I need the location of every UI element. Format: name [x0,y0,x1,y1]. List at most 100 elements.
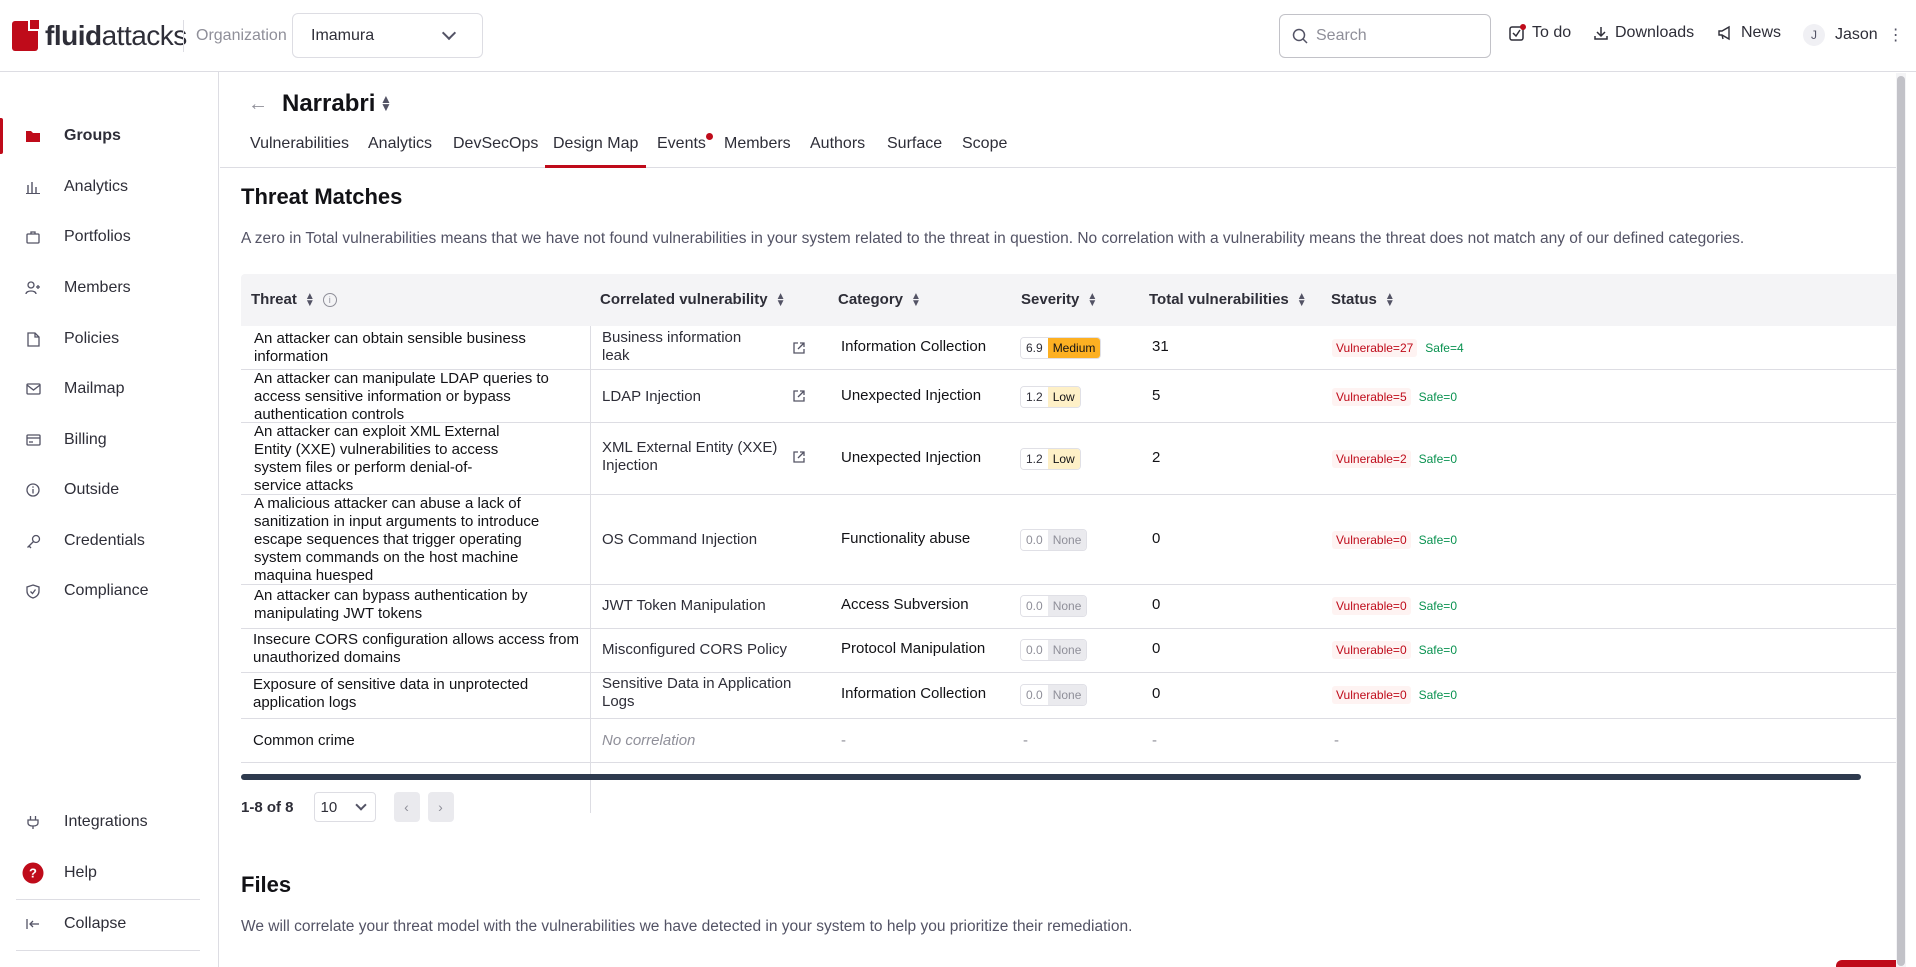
sidebar-item-credentials[interactable]: Credentials [0,521,218,561]
total-vulnerabilities-cell: - [1152,732,1157,749]
previous-page-button[interactable]: ‹ [393,792,420,822]
sort-icon: ▲ ▼ [775,290,786,309]
status-badge: Vulnerable=0 Safe=0 [1332,597,1457,615]
sidebar-item-billing[interactable]: Billing [0,420,218,460]
back-arrow-icon[interactable]: ← [248,93,268,115]
sidebar-item-help[interactable]: ? Help [0,853,218,893]
divider [590,326,591,813]
column-header-total-vulnerabilities[interactable]: Total vulnerabilities ▲ ▼ [1149,290,1307,309]
tab-analytics[interactable]: Analytics [368,135,433,152]
status-badge: Vulnerable=0 Safe=0 [1332,641,1457,659]
help-icon: ? [22,862,44,884]
table-row: A malicious attacker can abuse a lack of… [241,495,1903,585]
files-description: We will correlate your threat model with… [241,918,1133,935]
info-circle-icon [24,481,42,499]
sidebar-item-compliance[interactable]: Compliance [0,571,218,611]
downloads-button[interactable]: Downloads [1593,24,1694,42]
external-link-icon[interactable] [792,341,806,355]
collapse-button[interactable]: Collapse [0,904,218,944]
status-badge: Vulnerable=2 Safe=0 [1332,450,1457,468]
tab-members[interactable]: Members [724,135,791,152]
vulnerability-link[interactable]: JWT Token Manipulation [602,597,766,614]
collapse-icon [24,915,42,933]
vulnerability-link[interactable]: OS Command Injection [602,531,758,548]
organization-value: Imamura [311,26,375,44]
sidebar-item-groups[interactable]: Groups [0,116,218,156]
total-vulnerabilities-cell: 0 [1152,530,1161,547]
horizontal-scrollbar[interactable] [241,774,1861,780]
sidebar-item-members[interactable]: Members [0,268,218,308]
divider [16,899,200,900]
news-button[interactable]: News [1717,24,1781,42]
sidebar-item-mailmap[interactable]: Mailmap [0,369,218,409]
search-icon [1292,28,1308,44]
table-row: An attacker can manipulate LDAP queries … [241,370,1903,423]
category-cell: - [841,732,846,749]
tab-events[interactable]: Events [657,133,713,168]
vulnerability-link[interactable]: Business information leak [602,329,742,364]
todo-label: To do [1532,24,1572,41]
severity-cell: - [1023,732,1028,749]
search-input[interactable] [1316,27,1466,45]
top-bar: fluidattacks Organization Imamura To do … [0,0,1916,72]
total-vulnerabilities-cell: 0 [1152,640,1161,657]
scrollbar-thumb[interactable] [1897,76,1905,966]
download-icon [1594,27,1608,40]
severity-badge: 0.0 None [1020,639,1088,661]
tab-events-label: Events [657,135,706,152]
files-action-button[interactable] [1836,960,1906,967]
vulnerability-link[interactable]: Sensitive Data in Application Logs [602,675,792,710]
column-header-correlated-vulnerability[interactable]: Correlated vulnerability ▲ ▼ [600,290,786,309]
user-name: Jason [1835,26,1878,43]
category-cell: Protocol Manipulation [841,640,986,657]
column-header-severity[interactable]: Severity ▲ ▼ [1021,290,1098,309]
vulnerability-link[interactable]: XML External Entity (XXE) Injection [602,439,778,474]
page-size-select[interactable]: 10 [313,792,376,822]
sidebar-item-analytics[interactable]: Analytics [0,167,218,207]
tab-devsecops[interactable]: DevSecOps [453,135,539,152]
search-box[interactable] [1279,14,1491,58]
external-link-icon[interactable] [792,389,806,403]
sidebar-item-policies[interactable]: Policies [0,319,218,359]
tab-vulnerabilities[interactable]: Vulnerabilities [250,135,350,152]
external-link-icon[interactable] [792,450,806,464]
todo-button[interactable]: To do [1508,24,1571,42]
card-icon [24,431,42,449]
severity-badge: 1.2 Low [1020,448,1081,470]
status-badge: Vulnerable=27 Safe=4 [1332,339,1464,357]
tab-scope[interactable]: Scope [962,135,1008,152]
sidebar-item-integrations[interactable]: Integrations [0,802,218,842]
pagination-range: 1-8 of 8 [241,798,294,816]
vulnerability-link[interactable]: Misconfigured CORS Policy [602,641,788,658]
sort-icon: ▲ ▼ [304,290,315,309]
column-header-category[interactable]: Category ▲ ▼ [838,290,921,309]
briefcase-icon [24,228,42,246]
category-cell: Unexpected Injection [841,449,982,466]
total-vulnerabilities-cell: 2 [1152,449,1161,466]
info-icon[interactable]: i [322,292,337,307]
user-menu[interactable]: J Jason ⋮ [1803,24,1904,46]
divider [183,20,184,52]
table-row: An attacker can obtain sensible business… [241,326,1903,370]
column-header-threat[interactable]: Threat ▲ ▼ i [251,291,337,308]
next-page-button[interactable]: › [427,792,454,822]
sidebar-item-portfolios[interactable]: Portfolios [0,217,218,257]
downloads-label: Downloads [1615,24,1695,41]
table-header: Threat ▲ ▼ i Correlated vulnerability ▲ ▼ Cat… [241,274,1903,326]
tab-design-map[interactable]: Design Map [545,135,647,168]
sort-icon: ▲ ▼ [1296,290,1307,309]
group-switch-icon[interactable]: ▲ ▼ [380,92,392,114]
tab-authors[interactable]: Authors [810,135,866,152]
total-vulnerabilities-cell: 0 [1152,596,1161,613]
organization-select[interactable]: Imamura [292,13,483,58]
threat-cell: An attacker can manipulate LDAP queries … [254,370,549,423]
vulnerability-link[interactable]: LDAP Injection [602,388,701,405]
status-cell: - [1334,732,1339,749]
svg-text:?: ? [29,866,37,881]
tab-surface[interactable]: Surface [887,135,943,152]
fluidattacks-logo[interactable]: fluidattacks [12,18,187,52]
table-row: Insecure CORS configuration allows acces… [241,629,1903,673]
column-header-status[interactable]: Status ▲ ▼ [1331,290,1395,309]
vertical-scrollbar[interactable] [1896,73,1906,967]
sidebar-item-outside[interactable]: Outside [0,470,218,510]
